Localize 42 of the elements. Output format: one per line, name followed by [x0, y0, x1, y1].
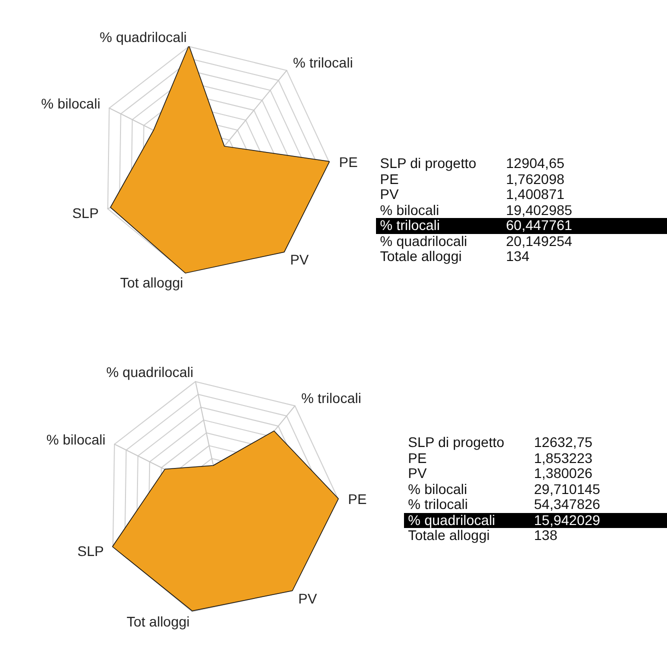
category-label: % bilocali [380, 202, 440, 218]
spoke-label: SLP [72, 204, 99, 221]
text: 1,380026 [534, 465, 592, 481]
category-label: % quadrilocali [380, 232, 468, 249]
spoke-label: % bilocali [46, 432, 106, 448]
text: 12632,75 [534, 434, 592, 450]
spoke-label: PE [338, 154, 358, 170]
category-label: PV [380, 186, 400, 202]
category-label: % quadrilocali [408, 512, 496, 528]
spoke-label: % quadrilocali [100, 28, 187, 45]
spoke-label: PV [298, 590, 318, 606]
spoke-label: % quadrilocali [106, 364, 194, 380]
spoke-label: PE [348, 490, 367, 507]
text: 29,710145 [534, 480, 600, 496]
category-label: SLP di progetto [408, 434, 506, 450]
spoke-label: % trilocali [293, 54, 353, 71]
text: 54,347826 [534, 496, 600, 512]
spoke-label: SLP [77, 542, 104, 559]
category-label: PE [380, 170, 400, 187]
text: 20,149254 [506, 232, 572, 248]
spoke-label: PV [290, 252, 310, 268]
text: 1,853223 [534, 450, 592, 466]
category-label: SLP di progetto [380, 155, 478, 172]
text: 134 [506, 248, 530, 264]
spoke-label: % trilocali [301, 390, 362, 406]
text: 1,762098 [506, 170, 564, 186]
category-label: % bilocali [408, 480, 468, 497]
category-label: Totale alloggi [408, 527, 490, 544]
category-label: Totale alloggi [380, 248, 462, 264]
category-label: PV [408, 465, 428, 482]
category-label: % trilocali [408, 496, 469, 512]
text: 19,402985 [506, 202, 572, 218]
text: 12904,65 [506, 155, 564, 171]
text: 1,400871 [506, 186, 564, 202]
spoke-label: Tot alloggi [120, 274, 184, 290]
text: 15,942029 [534, 512, 600, 528]
category-label: % trilocali [380, 217, 441, 234]
spoke-label: Tot alloggi [126, 613, 190, 630]
category-label: PE [408, 450, 428, 466]
text: 138 [534, 527, 558, 543]
text: 60,447761 [506, 217, 572, 233]
spoke-label: % bilocali [41, 96, 100, 112]
